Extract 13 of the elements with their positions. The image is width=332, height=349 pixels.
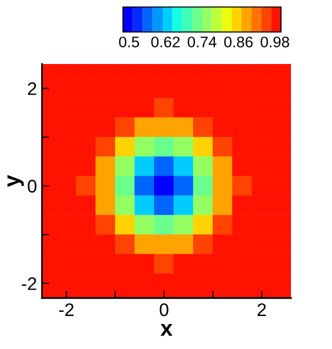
x-tick-label: -2 xyxy=(59,303,74,316)
y-tick-label: 0 xyxy=(28,180,36,193)
color-bar-label: 0.74 xyxy=(188,36,216,48)
y-tick-label: 2 xyxy=(28,82,36,95)
y-tick-label: -2 xyxy=(22,277,36,290)
x-tick-label: 0 xyxy=(160,303,168,316)
x-tick-label: 2 xyxy=(258,303,266,316)
y-axis-title: y xyxy=(8,174,24,188)
x-axis-title: x xyxy=(160,324,173,336)
color-bar-label: 0.5 xyxy=(119,36,140,48)
color-bar-label: 0.98 xyxy=(260,36,290,48)
color-bar-label: 0.86 xyxy=(224,36,253,48)
color-bar-label: 0.62 xyxy=(151,36,180,48)
